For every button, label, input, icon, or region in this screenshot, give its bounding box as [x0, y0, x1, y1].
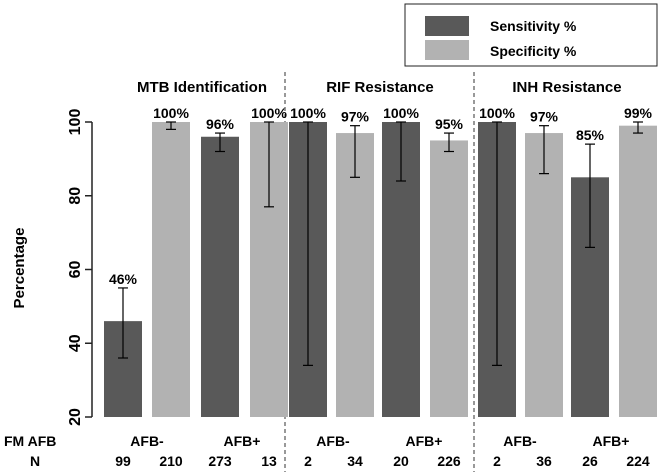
bar-value-label: 100%: [479, 105, 515, 121]
panel-title: RIF Resistance: [326, 79, 434, 96]
bar-n-label: 224: [626, 453, 650, 469]
bar-value-label: 97%: [530, 109, 559, 125]
row-label-fm-afb: FM AFB: [4, 433, 56, 449]
bar: [525, 133, 563, 417]
bar-value-label: 100%: [251, 105, 287, 121]
bar-value-label: 100%: [153, 105, 189, 121]
bar-value-label: 100%: [290, 105, 326, 121]
row-label-n: N: [30, 453, 40, 469]
group-label: AFB-: [130, 433, 164, 449]
bar: [430, 140, 468, 417]
plot-area: 20 40 60 80 100 MTB Identification AFB- 46% 99 10…: [67, 72, 657, 472]
legend-label-specificity: Specificity %: [490, 43, 577, 59]
bar: [152, 122, 190, 417]
bar-n-label: 2: [304, 453, 312, 469]
legend-swatch-specificity: [425, 40, 469, 60]
bar-value-label: 95%: [435, 116, 464, 132]
bar-value-label: 85%: [576, 127, 605, 143]
y-tick-label: 80: [67, 187, 84, 205]
group-label: AFB-: [503, 433, 537, 449]
bar-n-label: 20: [393, 453, 409, 469]
bar-n-label: 273: [208, 453, 232, 469]
y-tick-label: 40: [67, 334, 84, 352]
panel-title: INH Resistance: [512, 79, 621, 96]
group-label: AFB+: [406, 433, 443, 449]
bar-value-label: 97%: [341, 109, 370, 125]
bar-n-label: 226: [437, 453, 461, 469]
bar-value-label: 100%: [383, 105, 419, 121]
group-label: AFB+: [224, 433, 261, 449]
bar: [619, 125, 657, 417]
bar: [201, 136, 239, 417]
bar-n-label: 210: [159, 453, 183, 469]
y-tick-label: 100: [67, 109, 84, 136]
legend: Sensitivity % Specificity %: [404, 3, 658, 67]
bar-n-label: 34: [347, 453, 363, 469]
legend-swatch-sensitivity: [425, 16, 469, 36]
bar-value-label: 99%: [624, 105, 653, 121]
y-axis-label: Percentage: [11, 228, 28, 309]
bar-n-label: 13: [261, 453, 277, 469]
bar-n-label: 2: [493, 453, 501, 469]
panel-title: MTB Identification: [137, 79, 267, 96]
legend-label-sensitivity: Sensitivity %: [490, 18, 577, 34]
bar-value-label: 96%: [206, 116, 235, 132]
bar: [336, 133, 374, 417]
bar-value-label: 46%: [109, 271, 138, 287]
y-tick-label: 20: [67, 408, 84, 426]
group-label: AFB-: [316, 433, 350, 449]
bar-n-label: 99: [115, 453, 131, 469]
bar-n-label: 36: [536, 453, 552, 469]
bar-n-label: 26: [582, 453, 598, 469]
y-tick-label: 60: [67, 261, 84, 279]
group-label: AFB+: [593, 433, 630, 449]
